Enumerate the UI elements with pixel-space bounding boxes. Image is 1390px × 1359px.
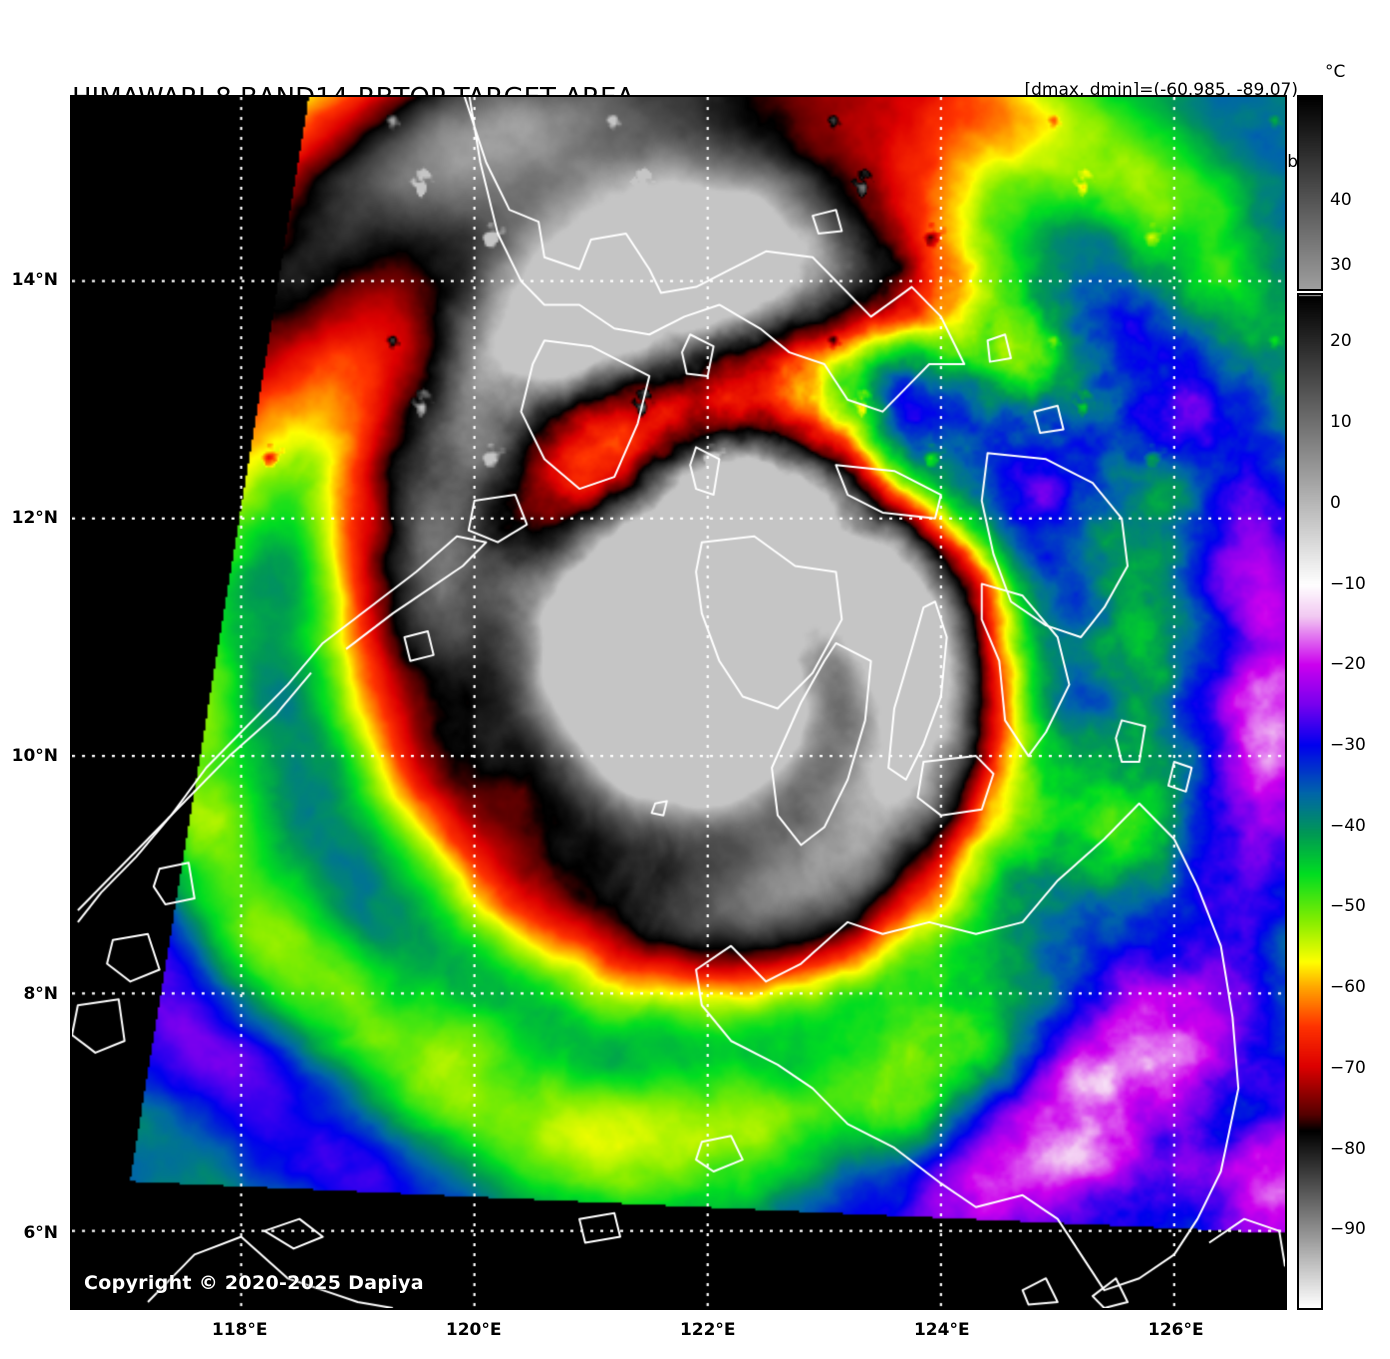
colorbar-tick-30: 30 xyxy=(1330,254,1352,275)
colorbar-tick-0: 0 xyxy=(1330,492,1341,513)
infrared-brightness-temperature-raster xyxy=(72,97,1285,1308)
colorbar-tick-neg80: −80 xyxy=(1330,1138,1366,1159)
lat-tick-10N: 10°N xyxy=(11,746,58,767)
lon-tick-122E: 122°E xyxy=(679,1320,736,1340)
lon-tick-126E: 126°E xyxy=(1148,1320,1204,1340)
lat-tick-12N: 12°N xyxy=(11,507,58,528)
satellite-image-plot[interactable]: Copyright © 2020-2025 Dapiya xyxy=(70,95,1287,1310)
colorbar-tick-10: 10 xyxy=(1330,412,1352,433)
copyright-notice: Copyright © 2020-2025 Dapiya xyxy=(84,1272,424,1294)
colorbar-tick-neg40: −40 xyxy=(1330,815,1366,836)
colorbar-tick-neg20: −20 xyxy=(1330,654,1366,675)
colorbar-tick-20: 20 xyxy=(1330,331,1352,352)
colorbar-tick-neg10: −10 xyxy=(1330,573,1366,594)
lat-tick-14N: 14°N xyxy=(11,269,58,290)
colorbar-tick-neg60: −60 xyxy=(1330,977,1366,998)
colorbar-tick-40: 40 xyxy=(1330,189,1352,210)
lat-tick-8N: 8°N xyxy=(23,984,58,1005)
lon-tick-118E: 118°E xyxy=(211,1320,268,1340)
colorbar-tick-neg90: −90 xyxy=(1330,1219,1366,1240)
colorbar-warm-segment xyxy=(1297,95,1323,291)
colorbar-main-segment xyxy=(1297,293,1323,1310)
colorbar-tick-neg30: −30 xyxy=(1330,735,1366,755)
lon-tick-124E: 124°E xyxy=(913,1320,970,1340)
lon-tick-120E: 120°E xyxy=(445,1320,502,1340)
lat-tick-6N: 6°N xyxy=(23,1222,58,1243)
colorbar-unit-label: °C xyxy=(1325,62,1346,82)
colorbar-tick-neg50: −50 xyxy=(1330,896,1366,917)
colorbar-tick-neg70: −70 xyxy=(1330,1057,1366,1078)
